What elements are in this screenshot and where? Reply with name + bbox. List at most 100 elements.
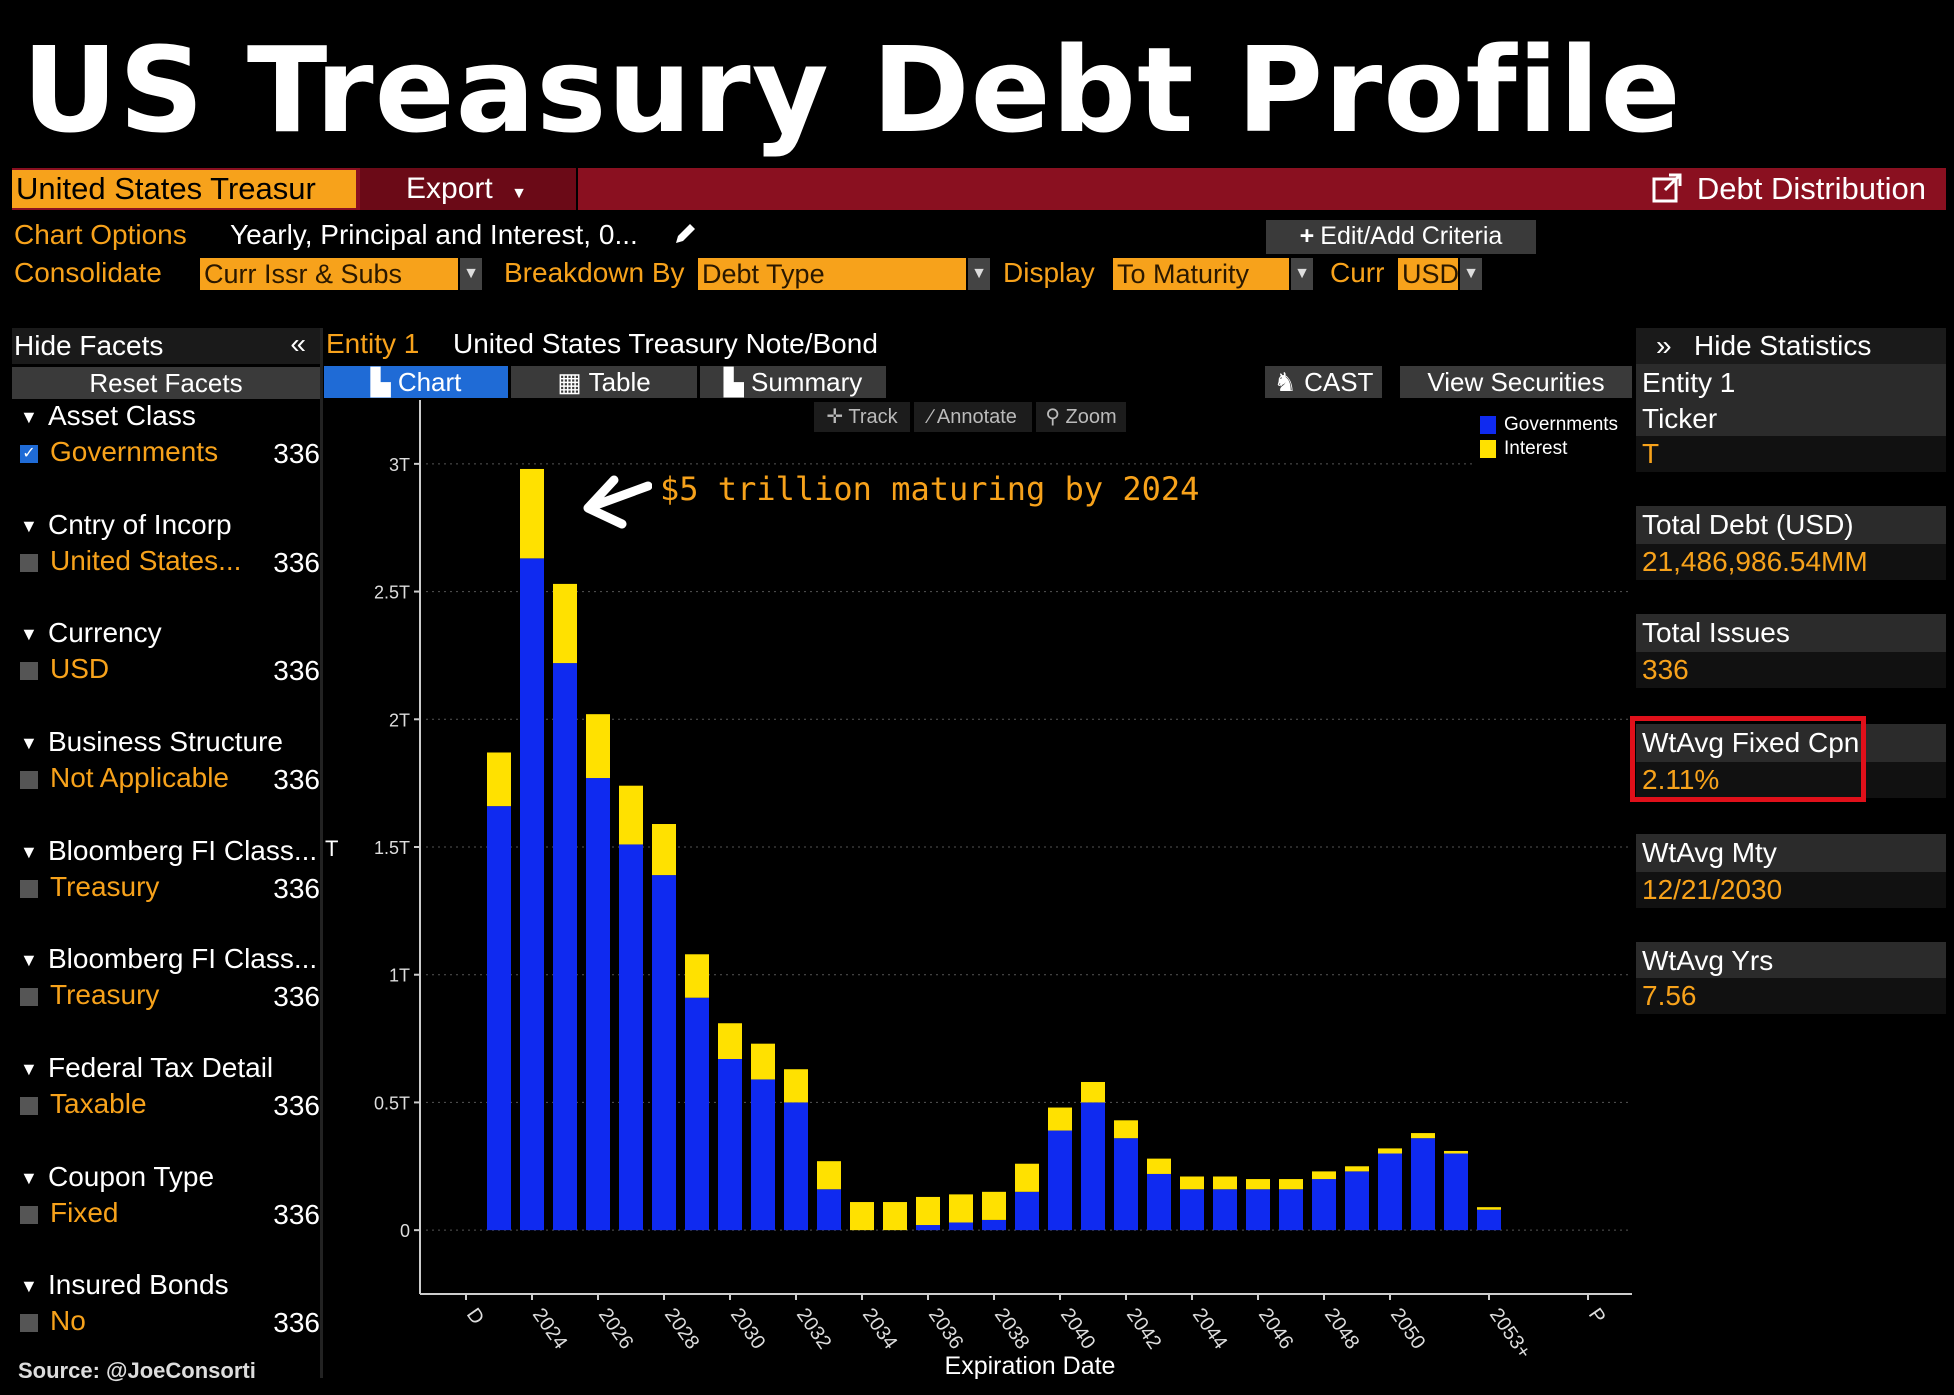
facet-count: 336 <box>273 547 320 578</box>
curr-label: Curr <box>1330 257 1385 288</box>
facet-value[interactable]: United States... <box>50 545 242 576</box>
bar-interest <box>652 824 676 876</box>
facet-value[interactable]: Governments <box>50 436 219 467</box>
x-tick-label: 2028 <box>660 1304 704 1353</box>
triangle-down-icon[interactable]: ▼ <box>20 1276 38 1296</box>
bar-governments <box>982 1219 1006 1231</box>
chevron-down-icon[interactable]: ▼ <box>1460 258 1482 290</box>
facet-header[interactable]: Asset Class <box>48 400 196 431</box>
checkbox-checked-icon[interactable]: ✓ <box>20 445 38 463</box>
facet-header[interactable]: Currency <box>48 617 162 648</box>
facet-header[interactable]: Insured Bonds <box>48 1269 229 1300</box>
tab-summary[interactable]: ▙ Summary <box>700 366 886 398</box>
triangle-down-icon[interactable]: ▼ <box>20 733 38 753</box>
display-select[interactable]: To Maturity <box>1113 258 1289 290</box>
triangle-down-icon[interactable]: ▼ <box>20 1168 38 1188</box>
annotate-tool[interactable]: ∕ Annotate <box>914 402 1032 432</box>
facet-group: ▼ Coupon Type Fixed 336 <box>0 1161 330 1261</box>
stat-ticker-value: T <box>1636 436 1946 472</box>
facet-header[interactable]: Business Structure <box>48 726 283 757</box>
hide-facets-label: Hide Facets <box>14 330 164 361</box>
facet-value[interactable]: USD <box>50 653 110 684</box>
facet-value[interactable]: No <box>50 1305 86 1336</box>
bar-interest <box>1180 1176 1204 1190</box>
curr-select[interactable]: USD <box>1398 258 1458 290</box>
checkbox-icon[interactable] <box>20 1206 38 1224</box>
entity-input[interactable]: United States Treasur <box>12 170 356 208</box>
hide-statistics-bar[interactable]: » Hide Statistics <box>1636 328 1946 364</box>
facet-header[interactable]: Coupon Type <box>48 1161 215 1192</box>
bar-governments <box>520 558 544 1231</box>
checkbox-icon[interactable] <box>20 1097 38 1115</box>
x-tick-label: 2036 <box>924 1304 968 1353</box>
bar-governments <box>1246 1189 1270 1231</box>
track-tool[interactable]: ✛ Track <box>814 402 910 432</box>
facet-value[interactable]: Fixed <box>50 1197 119 1228</box>
legend-label: Interest <box>1504 438 1568 459</box>
chart-options-value[interactable]: Yearly, Principal and Interest, 0... <box>230 219 638 250</box>
bar-governments <box>1015 1191 1039 1231</box>
facet-header[interactable]: Bloomberg FI Class... <box>48 943 318 974</box>
edit-add-criteria-label: Edit/Add Criteria <box>1320 222 1503 250</box>
facet-header[interactable]: Cntry of Incorp <box>48 509 232 540</box>
facet-value[interactable]: Not Applicable <box>50 762 230 793</box>
bar-interest <box>1477 1207 1501 1210</box>
checkbox-icon[interactable] <box>20 880 38 898</box>
stat-total-issues-value: 336 <box>1636 652 1946 688</box>
reset-facets-button[interactable]: Reset Facets <box>12 367 320 399</box>
triangle-down-icon[interactable]: ▼ <box>20 842 38 862</box>
chevron-down-icon[interactable]: ▼ <box>1291 258 1313 290</box>
zoom-label: Zoom <box>1065 406 1117 428</box>
bar-governments <box>1147 1173 1171 1231</box>
cast-button[interactable]: ♞ CAST <box>1265 366 1382 398</box>
checkbox-icon[interactable] <box>20 662 38 680</box>
checkbox-icon[interactable] <box>20 771 38 789</box>
breakdown-select[interactable]: Debt Type <box>698 258 966 290</box>
bar-governments <box>718 1059 742 1231</box>
edit-add-criteria-button[interactable]: + Edit/Add Criteria <box>1266 220 1536 254</box>
bar-governments <box>949 1222 973 1231</box>
facet-value[interactable]: Taxable <box>50 1088 147 1119</box>
breakdown-label: Breakdown By <box>504 257 685 288</box>
hierarchy-icon: ♞ <box>1273 367 1305 397</box>
chevron-down-icon[interactable]: ▼ <box>968 258 990 290</box>
facet-value[interactable]: Treasury <box>50 979 160 1010</box>
view-securities-button[interactable]: View Securities <box>1400 366 1632 398</box>
bar-governments <box>619 844 643 1231</box>
chevron-down-icon[interactable]: ▼ <box>460 258 482 290</box>
y-tick-label: 1T <box>389 966 410 986</box>
bar-governments <box>553 663 577 1231</box>
triangle-down-icon[interactable]: ▼ <box>20 950 38 970</box>
pencil-icon[interactable] <box>672 221 698 247</box>
zoom-tool[interactable]: ⚲ Zoom <box>1036 402 1126 432</box>
tab-table[interactable]: ▦ Table <box>511 366 697 398</box>
checkbox-icon[interactable] <box>20 554 38 572</box>
entity-name: United States Treasury Note/Bond <box>453 328 878 359</box>
facet-header[interactable]: Bloomberg FI Class... <box>48 835 318 866</box>
debt-distribution-button[interactable]: Debt Distribution <box>1651 168 1926 210</box>
export-button[interactable]: Export ▼ <box>360 168 578 210</box>
x-tick-label: 2038 <box>990 1304 1034 1353</box>
consolidate-select[interactable]: Curr Issr & Subs <box>200 258 458 290</box>
checkbox-icon[interactable] <box>20 988 38 1006</box>
bar-interest <box>487 752 511 807</box>
tab-chart[interactable]: ▙ Chart <box>324 366 508 398</box>
bar-governments <box>1279 1189 1303 1231</box>
facet-value[interactable]: Treasury <box>50 871 160 902</box>
facet-header[interactable]: Federal Tax Detail <box>48 1052 274 1083</box>
display-label: Display <box>1003 257 1095 288</box>
bar-interest <box>1279 1179 1303 1190</box>
bar-governments <box>1213 1189 1237 1231</box>
triangle-down-icon[interactable]: ▼ <box>20 407 38 427</box>
triangle-down-icon[interactable]: ▼ <box>20 1059 38 1079</box>
checkbox-icon[interactable] <box>20 1314 38 1332</box>
hide-facets-bar[interactable]: Hide Facets « <box>12 328 320 364</box>
summary-icon: ▙ <box>723 367 751 397</box>
annotate-label: Annotate <box>936 406 1017 428</box>
bar-interest <box>1312 1171 1336 1180</box>
tab-summary-label: Summary <box>750 367 863 397</box>
triangle-down-icon[interactable]: ▼ <box>20 516 38 536</box>
y-tick-label: 0 <box>400 1221 410 1241</box>
triangle-down-icon[interactable]: ▼ <box>20 624 38 644</box>
bar-governments <box>586 778 610 1231</box>
